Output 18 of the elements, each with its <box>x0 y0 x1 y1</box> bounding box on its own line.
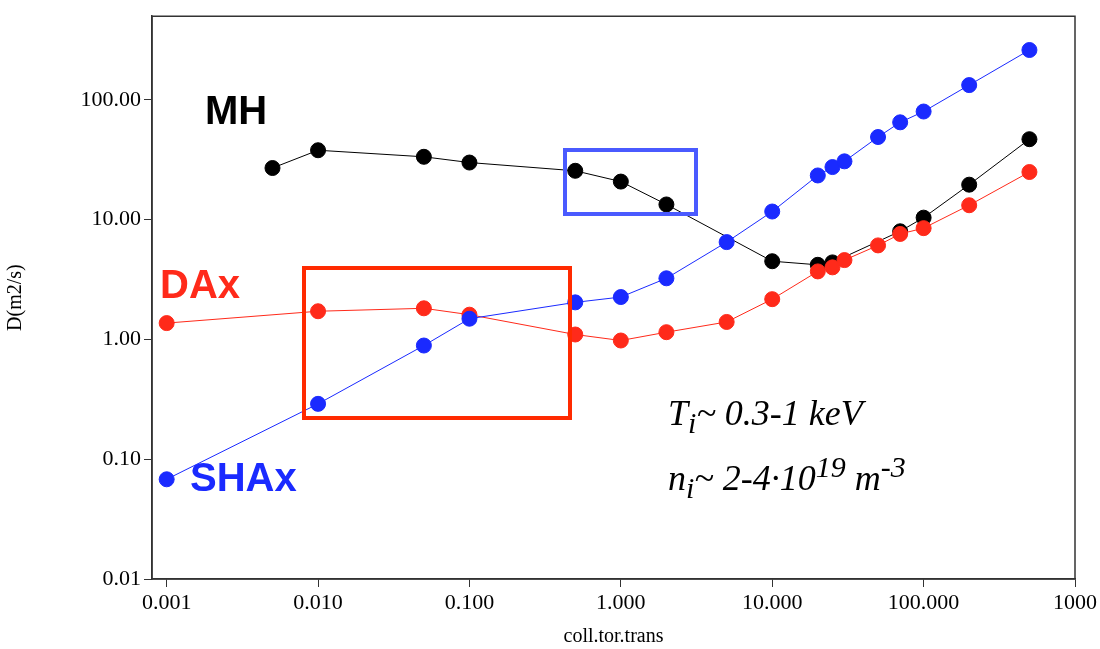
x-tick-label: 0.100 <box>444 588 495 614</box>
y-tick-label: 1.00 <box>102 325 141 351</box>
x-tick-label: 10.000 <box>741 588 803 614</box>
x-axis-title: coll.tor.trans <box>563 624 664 647</box>
x-tick-label: 100.000 <box>887 588 960 614</box>
x-tick-label: 0.010 <box>293 588 343 614</box>
annotation: n$_{i}$~ 2-4·10$^{19}$ m$^{-3}$ <box>668 450 906 506</box>
y-tick-label: 100.00 <box>80 85 141 111</box>
series-label: MH <box>205 88 268 133</box>
x-tick-label: 1.000 <box>596 588 646 614</box>
series-label: SHAx <box>190 455 297 500</box>
y-tick-label: 10.00 <box>91 205 141 231</box>
series-label: DAx <box>160 262 241 307</box>
x-tick-label: 0.001 <box>141 588 192 614</box>
y-tick-label: 0.01 <box>102 564 141 590</box>
y-tick-label: 0.10 <box>102 445 141 471</box>
x-tick-label: 1000 <box>1053 588 1097 614</box>
y-axis-title: D(m2/s) <box>3 264 27 331</box>
